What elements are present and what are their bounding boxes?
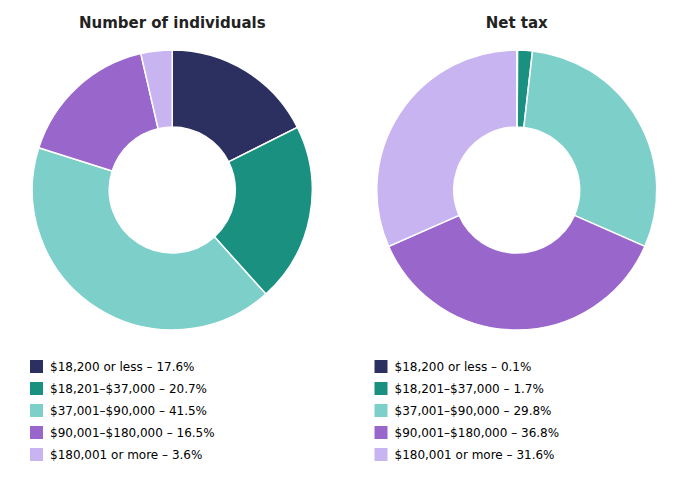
slice (141, 50, 172, 129)
legend-label: $90,001–$180,000 – 36.8% (395, 426, 560, 440)
slice (39, 54, 158, 171)
chart-title: Net tax (486, 14, 548, 32)
slices (377, 50, 657, 330)
slice (377, 50, 517, 246)
legend-label: $180,001 or more – 31.6% (395, 448, 555, 462)
legend-swatch (30, 404, 43, 417)
legend-label: $18,200 or less – 17.6% (50, 360, 195, 374)
slice (389, 215, 645, 330)
chart-panel: Number of individuals $18,200 or less – 1… (30, 14, 312, 462)
chart-title: Number of individuals (79, 14, 266, 32)
legend-swatch (375, 448, 388, 461)
legend-swatch (375, 426, 388, 439)
legend-swatch (30, 426, 43, 439)
slices (32, 50, 312, 330)
legend-label: $37,001–$90,000 – 29.8% (395, 404, 552, 418)
legend-label: $180,001 or more – 3.6% (50, 448, 202, 462)
legend-swatch (30, 448, 43, 461)
legend-label: $37,001–$90,000 – 41.5% (50, 404, 207, 418)
legend-label: $90,001–$180,000 – 16.5% (50, 426, 215, 440)
slice (524, 51, 657, 247)
legend-swatch (375, 360, 388, 373)
legend-swatch (375, 382, 388, 395)
legend-swatch (375, 404, 388, 417)
legend: $18,200 or less – 0.1% $18,201–$37,000 – … (375, 360, 560, 462)
legend-swatch (30, 382, 43, 395)
legend-label: $18,200 or less – 0.1% (395, 360, 532, 374)
slice (32, 148, 266, 330)
legend-label: $18,201–$37,000 – 20.7% (50, 382, 207, 396)
legend: $18,200 or less – 17.6% $18,201–$37,000 –… (30, 360, 215, 462)
background (0, 0, 689, 503)
legend-swatch (30, 360, 43, 373)
chart-root: Number of individuals $18,200 or less – 1… (0, 0, 689, 503)
chart-panel: Net tax $18,200 or less – 0.1% $18,201–$37… (375, 14, 657, 462)
legend-label: $18,201–$37,000 – 1.7% (395, 382, 544, 396)
